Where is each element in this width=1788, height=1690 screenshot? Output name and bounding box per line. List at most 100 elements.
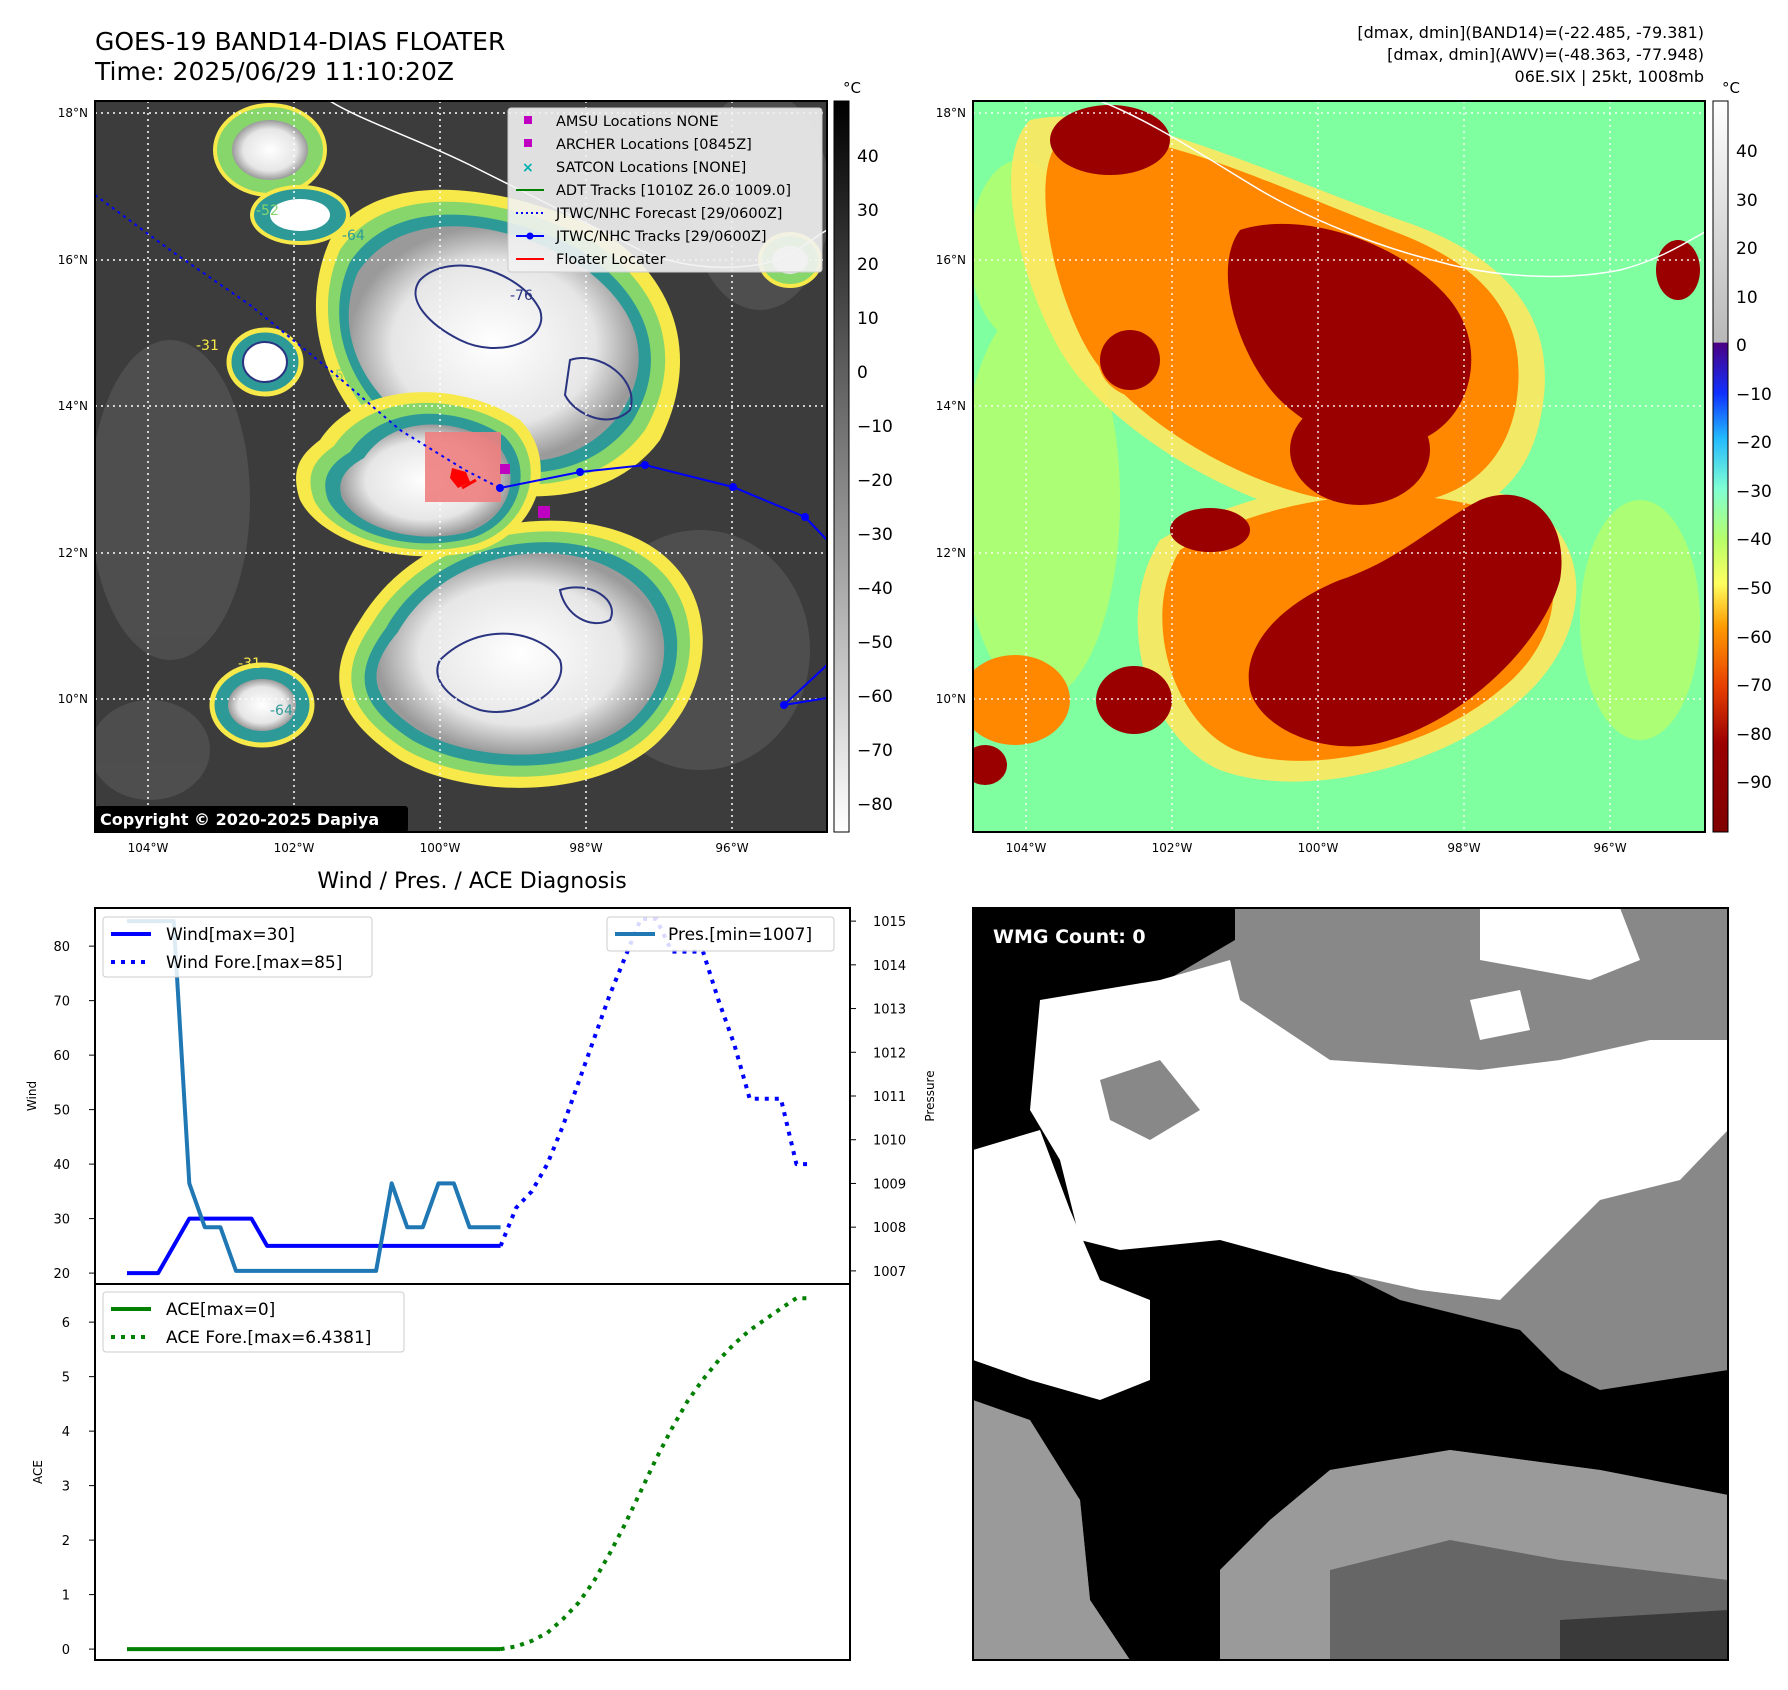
legend-tracks: JTWC/NHC Tracks [29/0600Z]	[555, 229, 767, 245]
contour-label: -64	[270, 703, 293, 719]
y-tick-label: 2	[62, 1534, 70, 1549]
y-tick-label: 0	[62, 1643, 70, 1658]
colorbar-tick: −50	[857, 633, 893, 653]
lon-label: 98°W	[1447, 841, 1480, 855]
lon-label: 96°W	[1593, 841, 1626, 855]
enhanced-map-frame	[972, 100, 1706, 833]
contour-labels: -31 -52 -64 -76 -64 -52 -31	[196, 203, 533, 719]
colorbar-tick: 10	[1736, 288, 1758, 308]
colorbar-tick: −30	[1736, 482, 1772, 502]
wmg-count-label: WMG Count: 0	[993, 926, 1146, 948]
track-dot-icon	[526, 232, 534, 240]
cloud-mass-small	[209, 103, 822, 748]
enhanced-colorbar-unit: °C	[1722, 79, 1740, 97]
colorbar-tick: 30	[857, 201, 879, 221]
ir-map-panel: -31 -52 -64 -76 -64 -52 -31	[58, 100, 828, 855]
lat-label: 16°N	[936, 253, 966, 267]
y-tick-label: 1009	[873, 1177, 906, 1192]
lon-label: 104°W	[1006, 841, 1047, 855]
copyright-badge	[95, 806, 408, 832]
y-tick-label: 4	[62, 1425, 70, 1440]
lon-label: 100°W	[420, 841, 461, 855]
enhanced-map-lat-labels: 18°N 16°N 14°N 12°N 10°N	[936, 106, 966, 706]
colorbar-tick: −30	[857, 525, 893, 545]
colorbar-tick: 10	[857, 309, 879, 329]
colorbar-tick: 0	[1736, 336, 1747, 356]
info-line-2: [dmax, dmin](AWV)=(-48.363, -77.948)	[1387, 45, 1704, 64]
y-tick-label: 20	[53, 1267, 70, 1282]
ir-colorbar-gradient	[833, 100, 850, 833]
legend-satcon: SATCON Locations [NONE]	[556, 160, 746, 176]
pressure-series	[127, 919, 501, 1273]
wmg-panel: WMG Count: 0	[972, 907, 1729, 1661]
pressure-legend-label: Pres.[min=1007]	[668, 925, 812, 945]
enhanced-colorbar: °C 40 30 20 10 0 −10 −20 −30 −40 −50 −60…	[1712, 79, 1772, 833]
y-tick-label: 50	[53, 1104, 70, 1119]
y-tick-label: 1015	[873, 915, 906, 930]
wind-legend-box	[102, 916, 373, 978]
contour-label: -64	[342, 228, 365, 244]
wmg-regions	[973, 908, 1728, 1660]
lat-label: 14°N	[58, 399, 88, 413]
lat-label: 10°N	[58, 692, 88, 706]
enhanced-colorbar-ticks: 40 30 20 10 0 −10 −20 −30 −40 −50 −60 −7…	[1736, 142, 1772, 793]
y-tick-label: 5	[62, 1371, 70, 1386]
ir-map-frame	[94, 100, 828, 833]
enhanced-colorbar-gradient	[1712, 100, 1729, 833]
best-track-point	[780, 701, 788, 709]
series-line	[500, 1296, 812, 1652]
pressure-y-label: Pressure	[923, 1070, 937, 1121]
y-tick-label: 1011	[873, 1090, 906, 1105]
enhanced-map-lon-labels: 104°W 102°W 100°W 98°W 96°W	[1006, 841, 1627, 855]
floater-locater-marker	[450, 468, 470, 488]
y-tick-label: 60	[53, 1049, 70, 1064]
enhanced-ir-map-panel: 18°N 16°N 14°N 12°N 10°N 104°W 102°W 100…	[936, 100, 1706, 855]
wind-y-label: Wind	[25, 1081, 39, 1111]
y-tick-label: 1014	[873, 959, 906, 974]
y-tick-label: 1010	[873, 1134, 906, 1149]
pressure-legend-box	[606, 916, 835, 952]
ace-fore-legend-label: ACE Fore.[max=6.4381]	[166, 1328, 371, 1348]
y-tick-label: 1012	[873, 1046, 906, 1061]
colorbar-tick: 40	[857, 147, 879, 167]
colorbar-tick: −90	[1736, 773, 1772, 793]
colorbar-tick: −70	[857, 741, 893, 761]
colorbar-tick: −60	[1736, 628, 1772, 648]
figure-title: GOES-19 BAND14-DIAS FLOATER	[95, 27, 505, 56]
diagnosis-panel: Wind / Pres. / ACE Diagnosis 20304050607…	[25, 869, 937, 1661]
diagnosis-title: Wind / Pres. / ACE Diagnosis	[317, 869, 626, 894]
colorbar-tick: 30	[1736, 191, 1758, 211]
lat-label: 18°N	[936, 106, 966, 120]
y-tick-label: 1013	[873, 1003, 906, 1018]
archer-location	[500, 464, 510, 474]
wind-y-axis: 20 30 40 50 60 70 80	[53, 940, 95, 1282]
lon-label: 104°W	[128, 841, 169, 855]
info-line-1: [dmax, dmin](BAND14)=(-22.485, -79.381)	[1357, 23, 1704, 42]
contour-label: -52	[330, 368, 353, 384]
lat-label: 12°N	[936, 546, 966, 560]
lon-label: 98°W	[569, 841, 602, 855]
copyright-text: Copyright © 2020-2025 Dapiya	[100, 810, 379, 829]
colorbar-tick: −60	[857, 687, 893, 707]
contour-label: -31	[238, 656, 261, 672]
wind-fore-legend-label: Wind Fore.[max=85]	[166, 953, 342, 973]
colorbar-tick: −50	[1736, 579, 1772, 599]
series-line	[127, 1216, 501, 1276]
ir-colorbar-ticks: 40 30 20 10 0 −10 −20 −30 −40 −50 −60 −7…	[857, 147, 893, 815]
contour-label: -52	[256, 203, 279, 219]
colorbar-tick: 20	[857, 255, 879, 275]
ir-colorbar: °C 40 30 20 10 0 −10 −20 −30 −40 −50 −60…	[833, 79, 893, 833]
y-tick-label: 1008	[873, 1221, 906, 1236]
colorbar-tick: −20	[1736, 433, 1772, 453]
y-tick-label: 40	[53, 1158, 70, 1173]
colorbar-tick: −80	[1736, 725, 1772, 745]
enhanced-coastline	[1099, 101, 1705, 278]
legend-adt: ADT Tracks [1010Z 26.0 1009.0]	[556, 183, 791, 199]
best-track-points	[496, 461, 809, 521]
cloud-mass-south	[339, 520, 703, 788]
y-tick-label: 1	[62, 1589, 70, 1604]
ir-map-lat-labels: 18°N 16°N 14°N 12°N 10°N	[58, 106, 88, 706]
amsu-marker-icon	[524, 116, 532, 124]
lat-label: 10°N	[936, 692, 966, 706]
